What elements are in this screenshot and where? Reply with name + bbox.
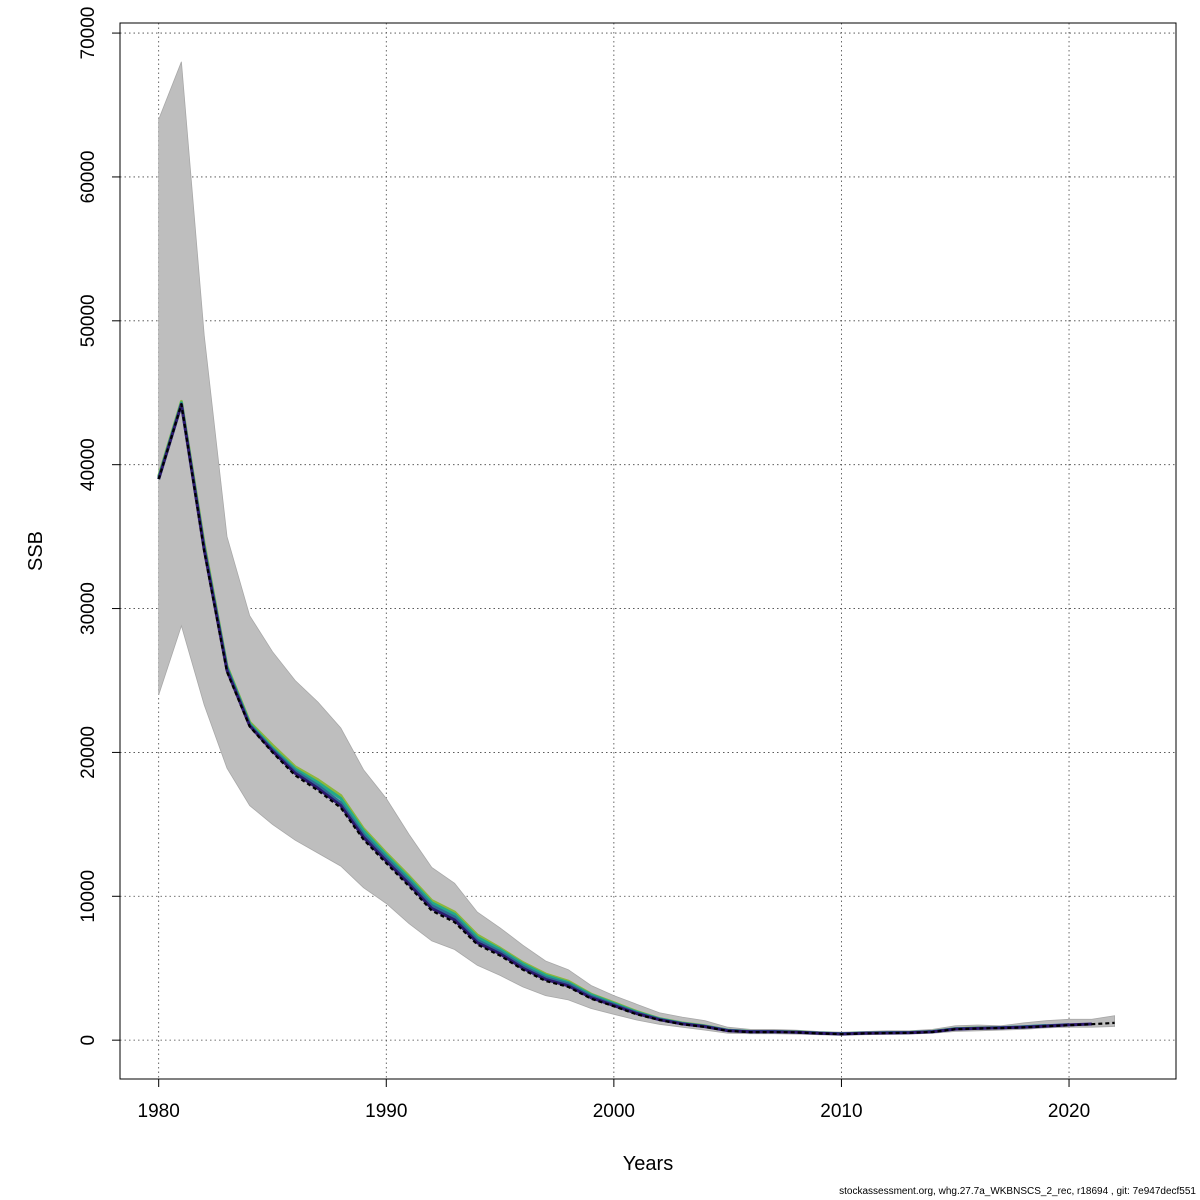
x-tick-label: 1980 — [138, 1101, 180, 1122]
x-tick-label: 2000 — [593, 1101, 635, 1122]
y-tick-label: 70000 — [78, 7, 99, 60]
x-tick-label: 2010 — [820, 1101, 862, 1122]
y-tick-label: 20000 — [78, 726, 99, 779]
y-tick-label: 60000 — [78, 151, 99, 204]
y-axis: 0 10000 20000 30000 40000 50000 60000 70000 — [78, 7, 121, 1046]
x-tick-label: 1990 — [365, 1101, 407, 1122]
x-tick-label: 2020 — [1048, 1101, 1090, 1122]
confidence-band — [158, 61, 1115, 1036]
y-tick-label: 30000 — [78, 582, 99, 635]
series-line-5 — [157, 403, 1115, 1036]
series-layer — [157, 399, 1115, 1036]
y-axis-title: SSB — [25, 531, 47, 571]
x-axis: 1980 1990 2000 2010 2020 — [138, 1078, 1090, 1122]
y-tick-label: 50000 — [78, 294, 99, 347]
y-tick-label: 10000 — [78, 870, 99, 923]
footer-caption: stockassessment.org, whg.27.7a_WKBNSCS_2… — [839, 1186, 1196, 1197]
y-tick-label: 40000 — [78, 438, 99, 491]
x-axis-title: Years — [623, 1153, 673, 1175]
y-tick-label: 0 — [78, 1035, 99, 1046]
confidence-band-layer — [158, 61, 1115, 1036]
